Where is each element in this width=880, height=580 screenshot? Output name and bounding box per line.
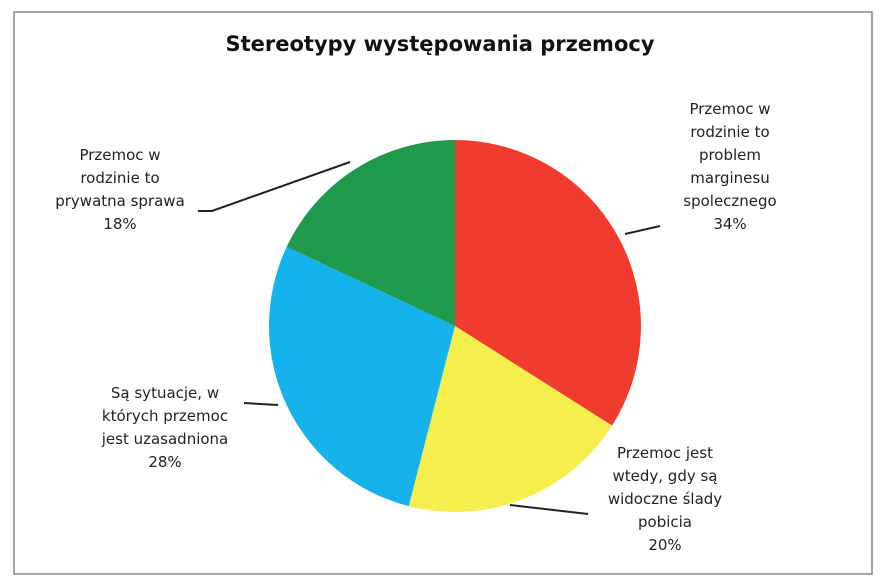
pie-slice (408, 326, 613, 512)
value-label: 28% (148, 453, 182, 471)
leader-line (509, 504, 589, 515)
value-label: 18% (103, 215, 137, 233)
category-label: Są sytuacje, w których przemoc jest uzas… (101, 384, 229, 448)
leader-lines (198, 161, 661, 515)
pie-slice (455, 140, 642, 426)
slice-label: Przemoc jest wtedy, gdy są widoczne ślad… (565, 442, 765, 557)
category-label: Przemoc jest wtedy, gdy są widoczne ślad… (607, 444, 723, 531)
value-label: 34% (713, 215, 747, 233)
pie-slice (286, 140, 455, 326)
category-label: Przemoc w rodzinie to prywatna sprawa (55, 146, 185, 210)
pie-slice (269, 246, 455, 507)
value-label: 20% (648, 536, 682, 554)
leader-line (198, 161, 351, 212)
frame-border (13, 11, 873, 575)
slice-label: Są sytuacje, w których przemoc jest uzas… (65, 382, 265, 474)
slice-label: Przemoc w rodzinie to problem marginesu … (630, 98, 830, 236)
slice-label: Przemoc w rodzinie to prywatna sprawa 18% (20, 144, 220, 236)
chart-title: Stereotypy występowania przemocy (225, 32, 655, 56)
category-label: Przemoc w rodzinie to problem marginesu … (683, 100, 777, 210)
leader-line (243, 402, 279, 406)
leader-line (624, 225, 661, 235)
